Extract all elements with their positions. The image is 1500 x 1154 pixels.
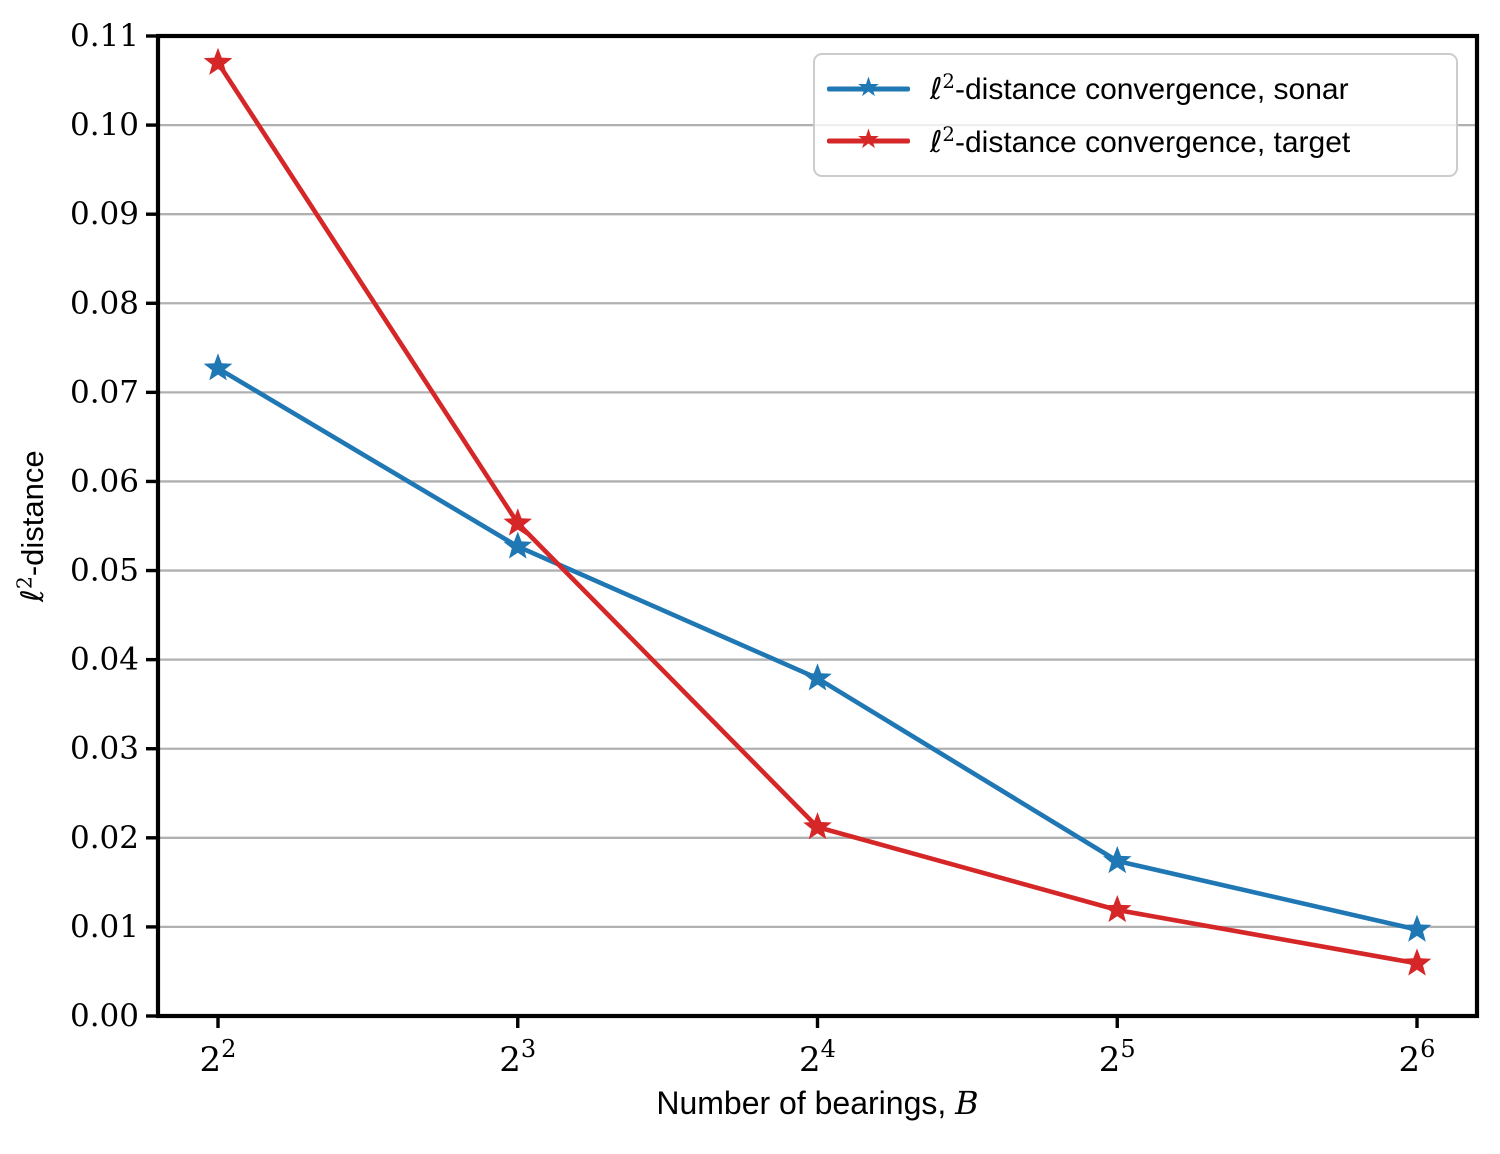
legend-label-target-math: ℓ	[930, 124, 943, 160]
star-marker-icon: ★	[856, 71, 881, 103]
legend-label-sonar-math: ℓ	[930, 72, 943, 108]
data-point-marker-target	[1402, 948, 1432, 976]
y-tick-label: 0.02	[70, 820, 139, 856]
series-line-sonar	[215, 365, 1420, 932]
x-axis-label-text: Number of bearings,	[656, 1085, 956, 1121]
data-point-marker-target	[503, 508, 532, 536]
x-tick-label: 23	[499, 1035, 536, 1080]
ticks-group: 0.00 0.01 0.02 0.03 0.04 0.05 0.06 0.07 0.08 0.09…	[70, 18, 1435, 1080]
legend-entry-target: ★ ℓ2-distance convergence, target	[827, 123, 1456, 160]
y-tick-label: 0.05	[70, 553, 139, 589]
data-point-marker-target	[203, 47, 233, 75]
data-point-marker-sonar	[503, 531, 532, 559]
legend-label-sonar: ℓ2-distance convergence, sonar	[930, 70, 1349, 107]
x-axis-label-math: B	[955, 1084, 979, 1122]
x-tick-label: 24	[799, 1035, 836, 1080]
y-tick-label: 0.06	[70, 463, 139, 499]
data-point-marker-sonar	[1103, 846, 1132, 874]
y-tick-label: 0.08	[70, 285, 139, 321]
y-tick-label: 0.04	[70, 642, 139, 678]
y-tick-label: 0.09	[70, 196, 139, 232]
x-tick-label: 26	[1399, 1035, 1436, 1080]
legend-label-target: ℓ2-distance convergence, target	[930, 123, 1350, 160]
y-tick-label: 0.10	[70, 107, 139, 143]
legend-line-sample-target	[827, 138, 910, 144]
legend-entry-sonar: ★ ℓ2-distance convergence, sonar	[827, 70, 1456, 107]
data-point-marker-sonar	[803, 663, 832, 691]
data-point-marker-sonar	[203, 353, 233, 381]
axes-frame-group	[155, 33, 1480, 1019]
x-axis-label: Number of bearings, B	[158, 1084, 1477, 1122]
gridlines-group	[158, 34, 1477, 1018]
legend-line-sample-sonar	[827, 86, 910, 92]
legend-label-target-text: -distance convergence, target	[955, 125, 1351, 159]
legend: ★ ℓ2-distance convergence, sonar ★ ℓ2-di…	[813, 53, 1458, 177]
series-group	[203, 47, 1432, 976]
plot-border	[155, 33, 1480, 1019]
legend-label-target-exponent: 2	[942, 122, 955, 146]
legend-swatch-target: ★	[827, 123, 910, 159]
data-point-marker-sonar	[1402, 914, 1432, 942]
y-tick-label: 0.11	[70, 18, 139, 54]
data-point-marker-target	[803, 812, 832, 840]
y-tick-label: 0.00	[70, 998, 139, 1034]
y-tick-label: 0.07	[70, 374, 139, 410]
y-tick-label: 0.03	[70, 731, 139, 767]
x-tick-label: 22	[200, 1035, 237, 1080]
legend-swatch-sonar: ★	[827, 71, 910, 107]
star-marker-icon: ★	[856, 124, 881, 156]
legend-label-sonar-exponent: 2	[942, 70, 955, 94]
y-tick-label: 0.01	[70, 909, 139, 945]
x-tick-label: 25	[1099, 1035, 1136, 1080]
data-point-marker-target	[1103, 895, 1132, 923]
legend-label-sonar-text: -distance convergence, sonar	[955, 73, 1349, 107]
